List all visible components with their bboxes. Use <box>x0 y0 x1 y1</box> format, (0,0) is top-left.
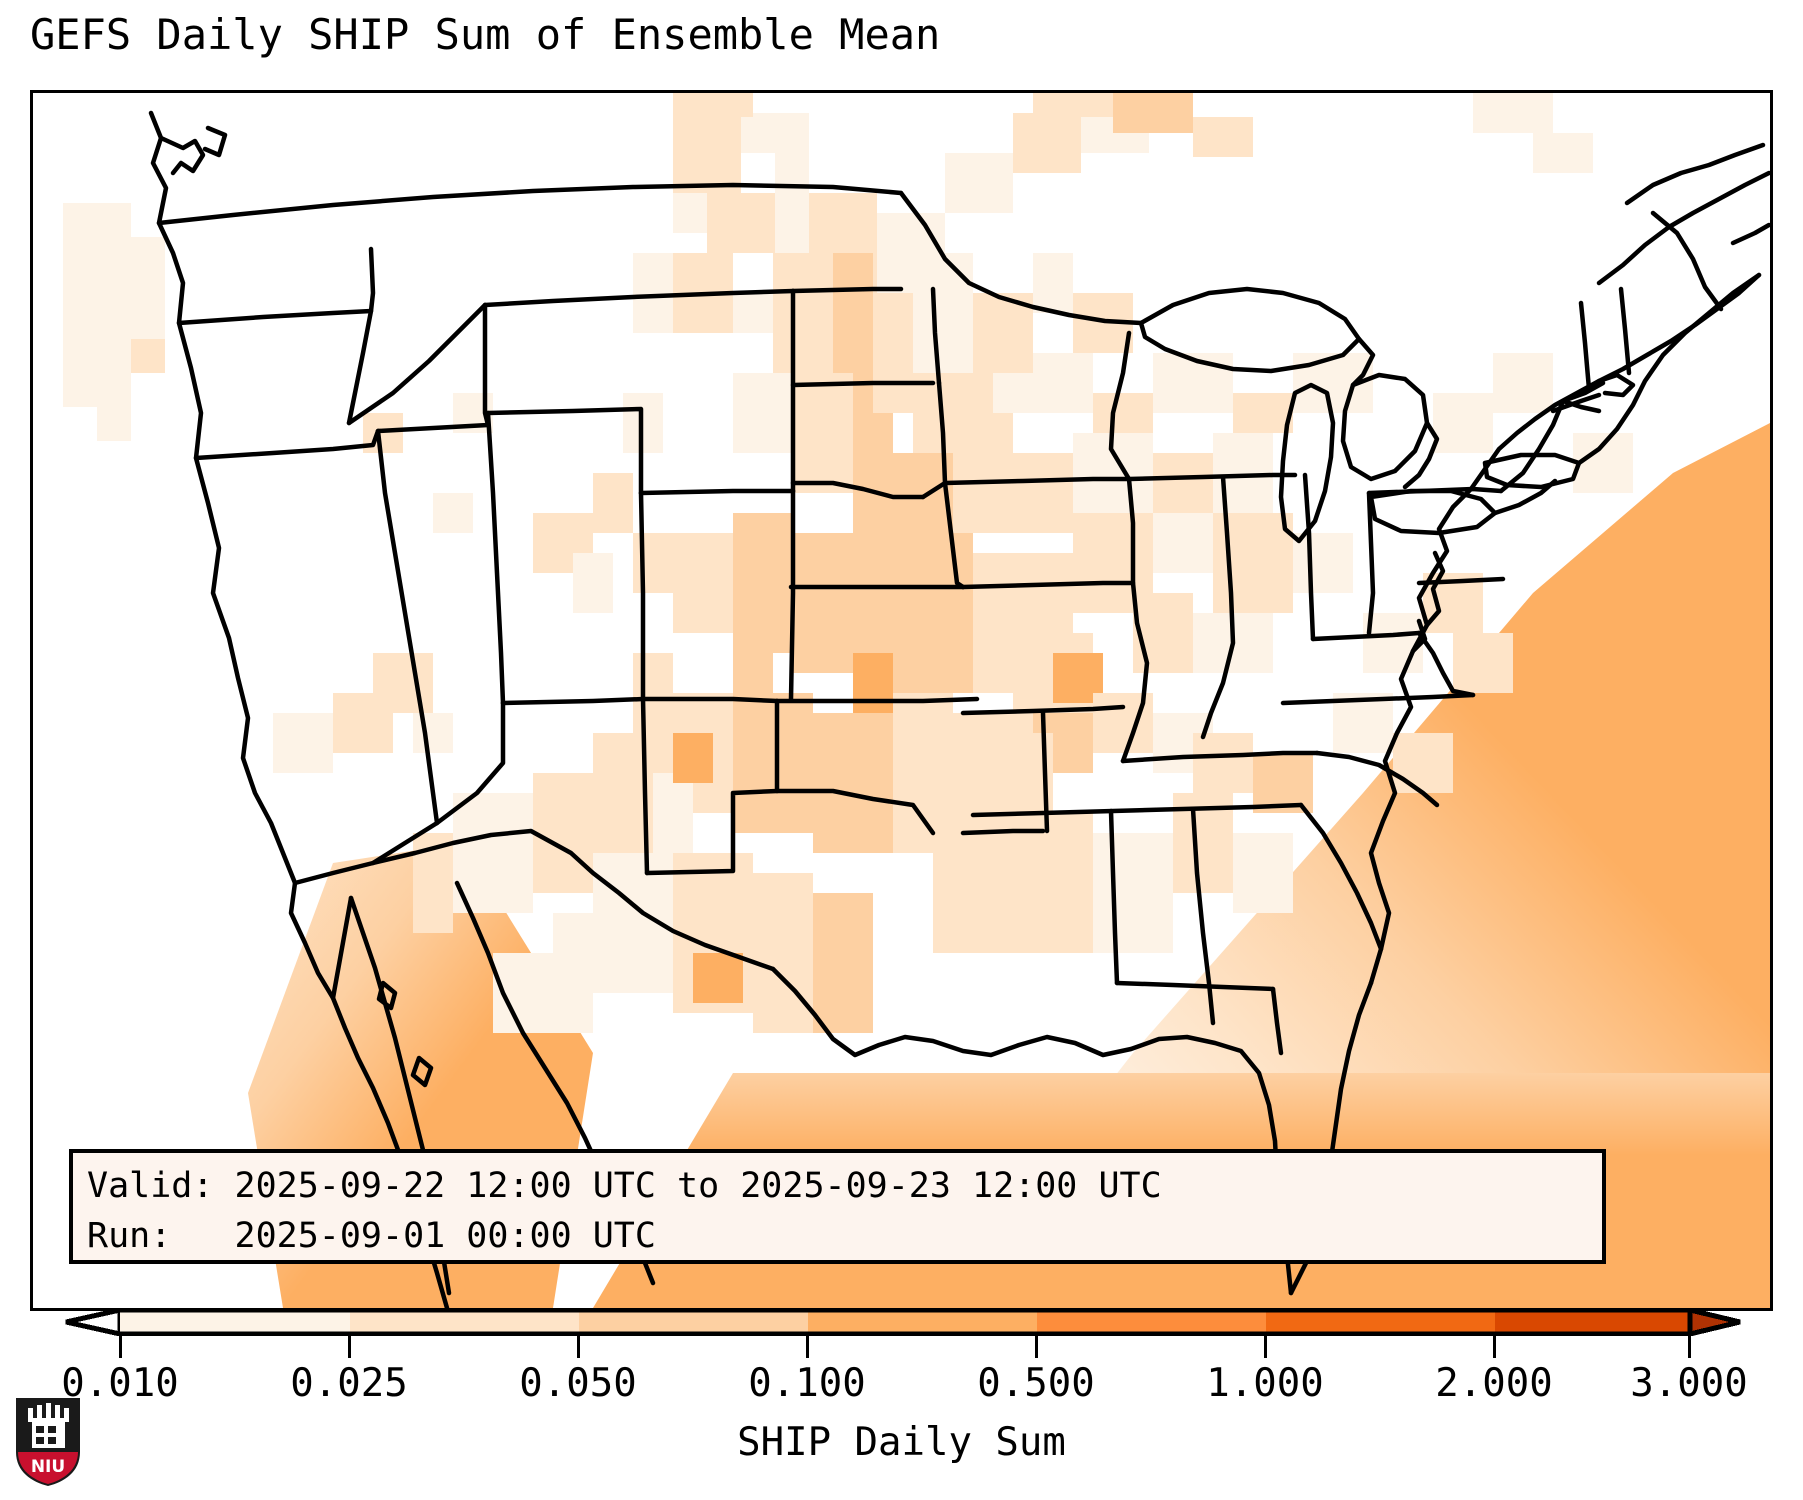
colorbar-tick-label: 0.010 <box>61 1361 179 1406</box>
colorbar-tick <box>1264 1336 1267 1358</box>
colorbar-tick <box>1493 1336 1496 1358</box>
colorbar-tickmarks <box>60 1336 1746 1362</box>
niu-logo-svg: NIU <box>16 1398 80 1486</box>
colorbar-tick-label: 0.500 <box>977 1361 1095 1406</box>
colorbar-tick <box>1688 1336 1691 1358</box>
colorbar-tick <box>577 1336 580 1358</box>
colorbar-swatches <box>65 1308 1741 1336</box>
map-plot-area: Valid: 2025-09-22 12:00 UTC to 2025-09-2… <box>30 90 1773 1311</box>
colorbar-over-arrow <box>1687 1308 1741 1336</box>
map-boundaries <box>148 110 1770 1308</box>
colorbar-tick-labels: 0.010 0.025 0.050 0.100 0.500 1.000 2.00… <box>0 1362 1803 1412</box>
colorbar-tick <box>119 1336 122 1358</box>
colorbar-tick <box>806 1336 809 1358</box>
colorbar-under-arrow <box>65 1308 123 1336</box>
map-field-svg <box>33 93 1770 1308</box>
colorbar-tick <box>1035 1336 1038 1358</box>
colorbar-tick-label: 0.050 <box>519 1361 637 1406</box>
colorbar-tick-label: 0.025 <box>290 1361 408 1406</box>
niu-logo: NIU <box>14 1396 82 1488</box>
colorbar-tick <box>348 1336 351 1358</box>
colorbar-tick-label: 1.000 <box>1206 1361 1324 1406</box>
page-title: GEFS Daily SHIP Sum of Ensemble Mean <box>30 10 941 59</box>
colorbar-tick-label: 0.100 <box>748 1361 866 1406</box>
map-canvas <box>33 93 1770 1308</box>
colorbar-tick-label: 3.000 <box>1630 1361 1748 1406</box>
run-time-text: Run: 2025-09-01 00:00 UTC <box>87 1216 656 1256</box>
colorbar[interactable] <box>60 1308 1746 1336</box>
annotation-box: Valid: 2025-09-22 12:00 UTC to 2025-09-2… <box>69 1149 1606 1264</box>
colorbar-axis-label: SHIP Daily Sum <box>737 1420 1066 1465</box>
niu-logo-text: NIU <box>31 1457 65 1477</box>
colorbar-tick-label: 2.000 <box>1435 1361 1553 1406</box>
valid-time-text: Valid: 2025-09-22 12:00 UTC to 2025-09-2… <box>87 1166 1162 1206</box>
